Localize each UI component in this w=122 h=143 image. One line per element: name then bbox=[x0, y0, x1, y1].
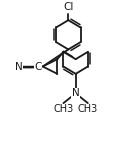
Text: N: N bbox=[15, 61, 23, 72]
Text: N: N bbox=[72, 88, 80, 98]
Text: C: C bbox=[34, 61, 41, 72]
Text: Cl: Cl bbox=[63, 2, 74, 12]
Text: CH3: CH3 bbox=[53, 104, 74, 114]
Text: CH3: CH3 bbox=[78, 104, 98, 114]
